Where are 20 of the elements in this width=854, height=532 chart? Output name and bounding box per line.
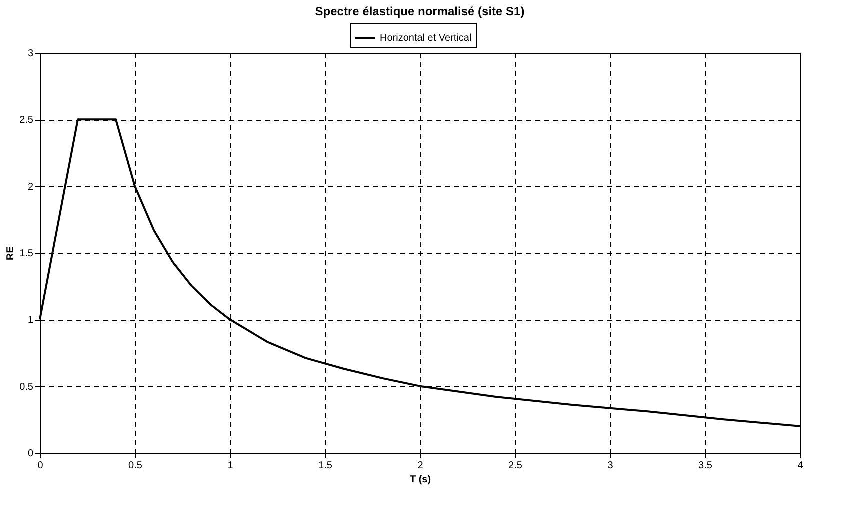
- x-axis-title: T (s): [410, 474, 432, 486]
- y-tick-label: 3: [28, 48, 34, 60]
- y-tick-label: 0: [28, 448, 34, 460]
- legend-label: Horizontal et Vertical: [380, 33, 472, 44]
- x-tick-label: 3: [608, 460, 614, 472]
- y-tick-label: 2: [28, 182, 34, 193]
- y-tick-label: 1.5: [20, 248, 34, 260]
- x-tick-label: 0.5: [128, 460, 143, 472]
- y-axis-title: RE: [6, 246, 17, 260]
- x-tick-label: 1: [228, 460, 234, 472]
- x-tick-label: 2.5: [508, 460, 523, 472]
- y-tick-label: 0.5: [20, 382, 34, 393]
- x-tick-label: 4: [798, 460, 804, 472]
- y-tick-label: 1: [28, 315, 34, 326]
- x-tick-label: 1.5: [318, 460, 333, 472]
- x-tick-label: 2: [418, 460, 424, 472]
- chart-title: Spectre élastique normalisé (site S1): [315, 4, 525, 18]
- x-tick-label: 0: [38, 460, 44, 472]
- x-tick-label: 3.5: [698, 460, 713, 472]
- y-tick-label: 2.5: [20, 115, 34, 126]
